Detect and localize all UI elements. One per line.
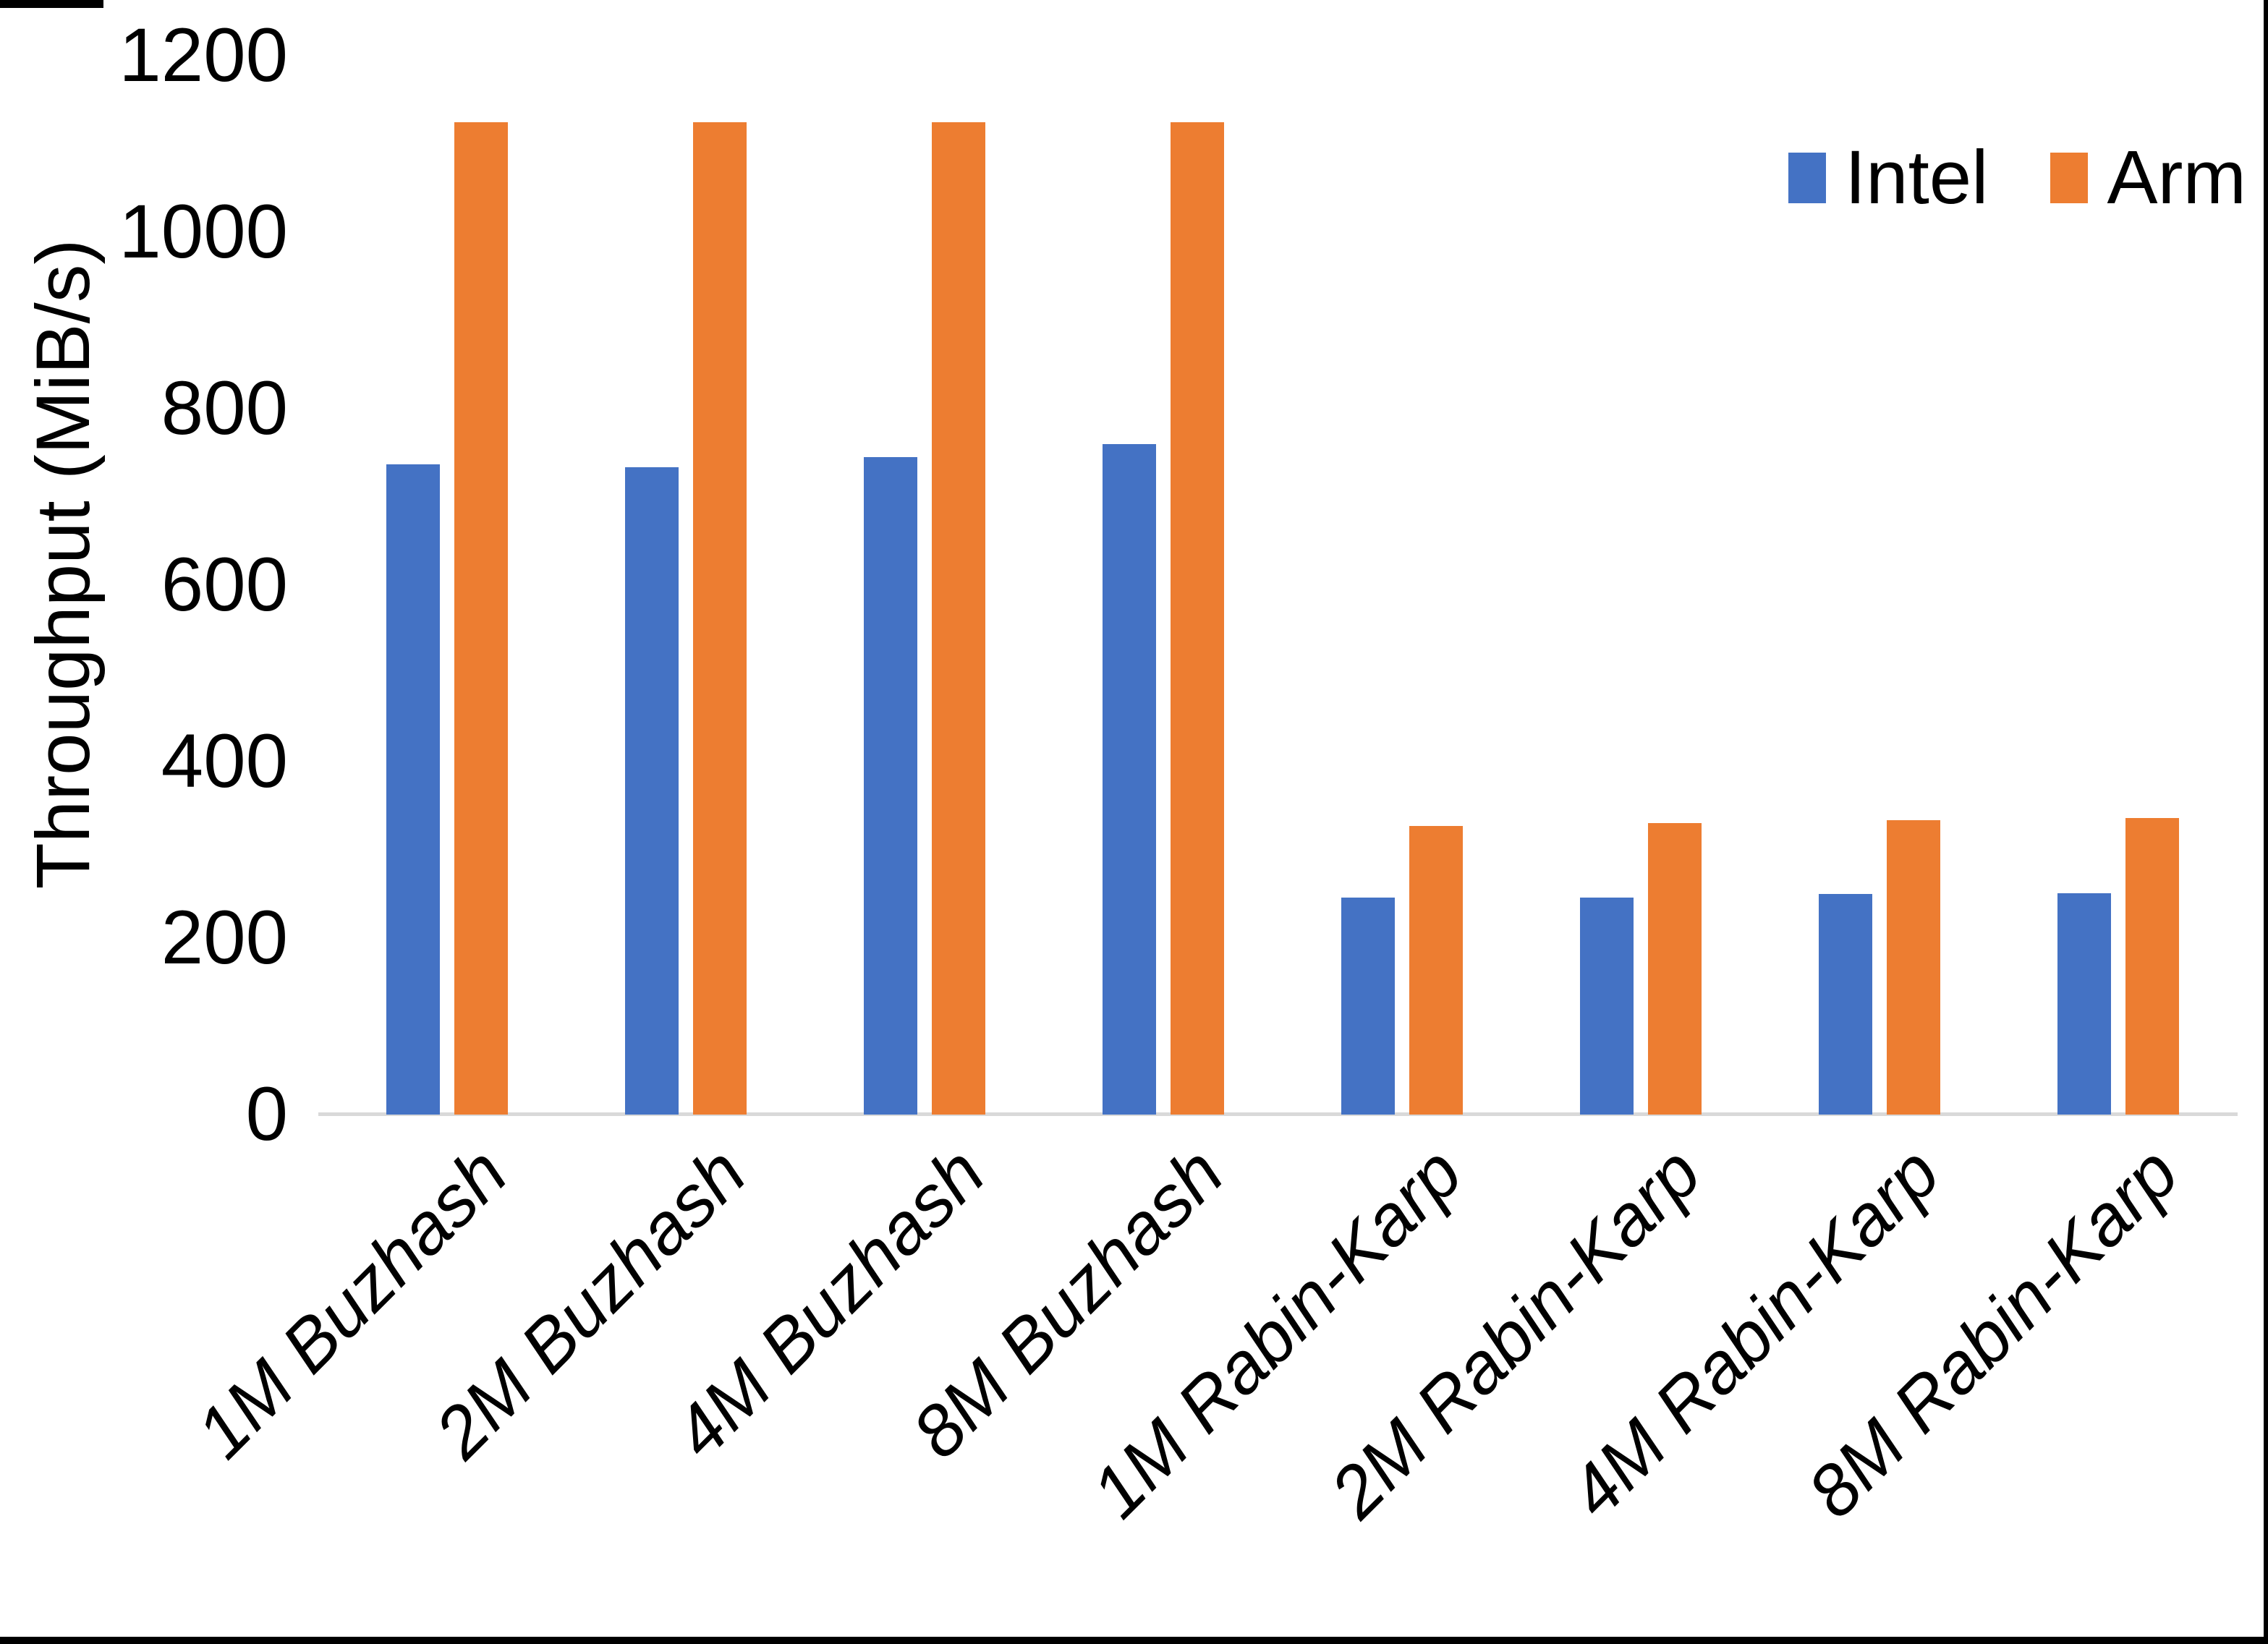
y-tick-label-1200: 1200 (119, 13, 288, 98)
bar-arm-2m-rabin-karp (1648, 823, 1702, 1115)
y-tick-label-200: 200 (161, 895, 288, 980)
x-tick-label-4m-rabin-karp: 4M Rabin-Karp (1553, 1132, 1955, 1533)
legend-swatch-intel (1788, 153, 1826, 203)
x-tick-label-2m-rabin-karp: 2M Rabin-Karp (1314, 1132, 1717, 1533)
bar-intel-2m-rabin-karp (1580, 897, 1634, 1115)
y-tick-label-600: 600 (161, 542, 288, 627)
x-tick-label-4m-buzhash: 4M Buzhash (658, 1132, 1001, 1474)
y-axis-tick-labels: 0 200 400 600 800 1000 1200 (0, 0, 288, 1644)
window-edge-top-left (0, 0, 103, 8)
bar-intel-4m-buzhash (864, 457, 917, 1115)
legend-item-arm: Arm (2050, 135, 2246, 221)
bar-arm-2m-buzhash (693, 122, 747, 1115)
bar-arm-1m-rabin-karp (1409, 826, 1463, 1115)
bar-arm-4m-buzhash (932, 122, 985, 1115)
bar-intel-4m-rabin-karp (1819, 894, 1872, 1115)
bar-intel-2m-buzhash (625, 467, 679, 1115)
bar-intel-1m-rabin-karp (1341, 897, 1395, 1115)
x-tick-label-8m-buzhash: 8M Buzhash (896, 1132, 1239, 1474)
x-tick-label-1m-rabin-karp: 1M Rabin-Karp (1076, 1132, 1478, 1533)
y-tick-label-800: 800 (161, 366, 288, 451)
window-edge-right (2264, 0, 2268, 1644)
bar-arm-8m-rabin-karp (2125, 818, 2179, 1115)
y-tick-label-1000: 1000 (119, 189, 288, 274)
plot-area (318, 56, 2238, 1116)
legend-label-arm: Arm (2107, 135, 2246, 220)
y-tick-label-0: 0 (245, 1072, 288, 1157)
legend-item-intel: Intel (1788, 135, 1988, 221)
bar-arm-8m-buzhash (1171, 122, 1224, 1115)
bar-intel-8m-buzhash (1103, 443, 1156, 1115)
legend-label-intel: Intel (1845, 135, 1989, 220)
window-edge-bottom (0, 1637, 2268, 1644)
x-tick-label-2m-buzhash: 2M Buzhash (419, 1132, 762, 1474)
bar-arm-4m-rabin-karp (1887, 819, 1940, 1115)
x-axis-line (318, 1112, 2238, 1116)
bar-intel-8m-rabin-karp (2057, 893, 2111, 1115)
y-tick-label-400: 400 (161, 719, 288, 804)
x-tick-label-8m-rabin-karp: 8M Rabin-Karp (1792, 1132, 2194, 1533)
legend: Intel Arm (1788, 135, 2246, 221)
bar-intel-1m-buzhash (386, 464, 440, 1115)
bar-arm-1m-buzhash (454, 122, 508, 1115)
legend-swatch-arm (2050, 153, 2089, 203)
